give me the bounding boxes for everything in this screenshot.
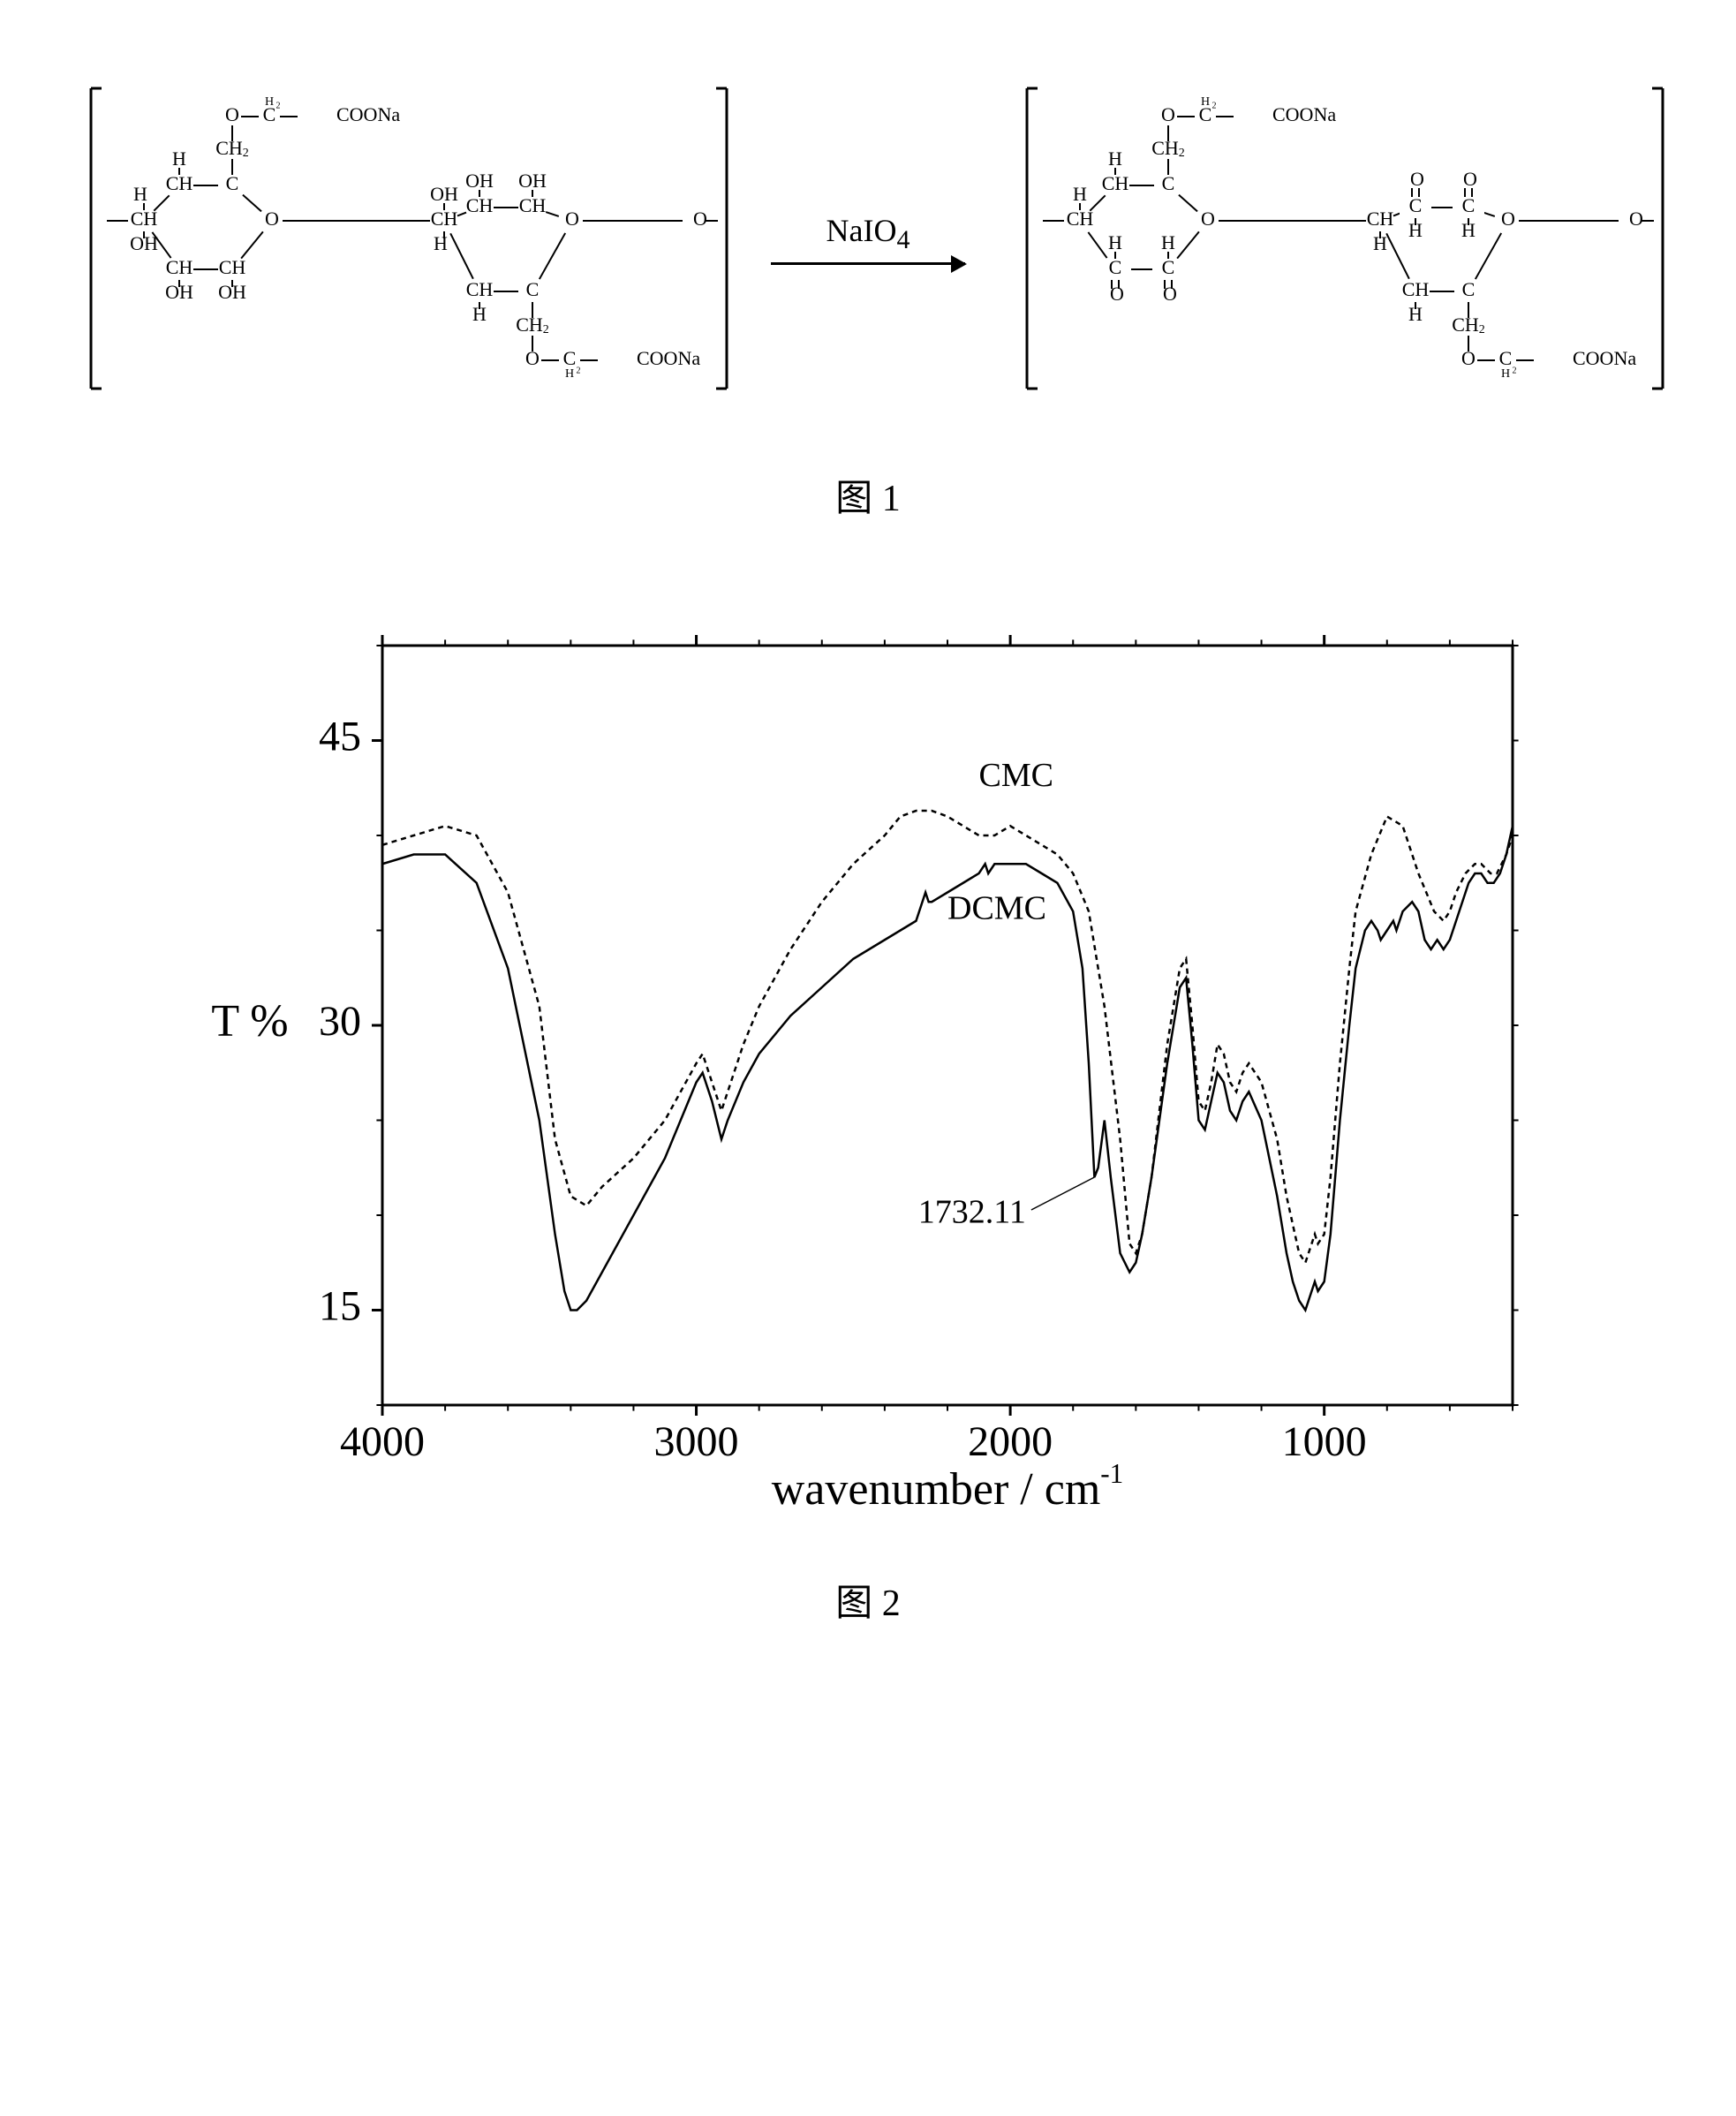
svg-text:CH: CH bbox=[1367, 208, 1394, 230]
svg-text:O: O bbox=[1410, 168, 1424, 190]
svg-text:O: O bbox=[265, 208, 279, 230]
svg-text:C: C bbox=[226, 172, 239, 194]
svg-text:C: C bbox=[526, 278, 540, 300]
reaction-arrow-block: NaIO4 bbox=[771, 212, 965, 265]
svg-text:C: C bbox=[1109, 256, 1122, 278]
svg-text:45: 45 bbox=[319, 714, 361, 760]
svg-text:4000: 4000 bbox=[340, 1418, 425, 1465]
svg-text:CH: CH bbox=[1102, 172, 1129, 194]
svg-text:COONa: COONa bbox=[336, 103, 400, 125]
svg-text:O: O bbox=[565, 208, 579, 230]
svg-text:CH2: CH2 bbox=[1151, 137, 1185, 160]
svg-text:O: O bbox=[1201, 208, 1215, 230]
svg-text:CH: CH bbox=[466, 194, 494, 216]
svg-text:OH: OH bbox=[465, 170, 494, 192]
reagent-label: NaIO4 bbox=[826, 212, 910, 255]
svg-text:C: C bbox=[1499, 347, 1513, 369]
svg-text:O: O bbox=[1463, 168, 1477, 190]
svg-text:2: 2 bbox=[276, 101, 281, 110]
svg-text:C: C bbox=[1162, 256, 1175, 278]
svg-text:C: C bbox=[1162, 172, 1175, 194]
svg-text:CH: CH bbox=[1067, 208, 1094, 230]
svg-text:C: C bbox=[1462, 278, 1476, 300]
svg-text:2: 2 bbox=[577, 366, 581, 375]
figure-2: 15 30 45 4000 3000 2000 1000 T % wavenumber / cm… bbox=[35, 593, 1701, 1627]
svg-text:3000: 3000 bbox=[654, 1418, 739, 1465]
reagent-text: NaIO bbox=[826, 213, 897, 248]
svg-text:CMC: CMC bbox=[979, 757, 1053, 794]
svg-text:H: H bbox=[1073, 183, 1087, 205]
ir-spectrum-chart: 15 30 45 4000 3000 2000 1000 T % wavenumber / cm… bbox=[153, 593, 1583, 1546]
svg-text:H: H bbox=[1108, 231, 1122, 253]
svg-text:O: O bbox=[1161, 103, 1175, 125]
svg-text:O: O bbox=[1501, 208, 1515, 230]
reactant-molecule: OCH2COONaCH2CHCHCOCHCHHOHOHOHHOCH2COONaC… bbox=[64, 53, 736, 424]
svg-text:CH: CH bbox=[131, 208, 158, 230]
product-molecule: OCH2COONaCH2CHCHCOCHCHOCHOCHHHOCH2COONaC… bbox=[1000, 53, 1672, 424]
svg-text:2: 2 bbox=[1513, 366, 1517, 375]
svg-text:2: 2 bbox=[1212, 101, 1217, 110]
svg-text:T %: T % bbox=[211, 996, 288, 1047]
svg-text:15: 15 bbox=[319, 1283, 361, 1330]
svg-text:CH: CH bbox=[219, 256, 246, 278]
svg-text:H: H bbox=[434, 232, 448, 254]
svg-text:H: H bbox=[1161, 231, 1175, 253]
svg-text:COONa: COONa bbox=[637, 347, 700, 369]
svg-text:CH: CH bbox=[1402, 278, 1430, 300]
svg-text:wavenumber / cm-1: wavenumber / cm-1 bbox=[772, 1458, 1124, 1515]
svg-text:1000: 1000 bbox=[1282, 1418, 1367, 1465]
svg-text:CH2: CH2 bbox=[215, 137, 249, 160]
svg-text:OH: OH bbox=[430, 183, 458, 205]
svg-text:DCMC: DCMC bbox=[947, 890, 1046, 927]
reaction-scheme: OCH2COONaCH2CHCHCOCHCHHOHOHOHHOCH2COONaC… bbox=[35, 35, 1701, 442]
svg-text:30: 30 bbox=[319, 998, 361, 1045]
svg-text:CH: CH bbox=[431, 208, 458, 230]
svg-text:2000: 2000 bbox=[968, 1418, 1053, 1465]
svg-text:O: O bbox=[225, 103, 239, 125]
svg-text:CH: CH bbox=[166, 172, 193, 194]
figure-1: OCH2COONaCH2CHCHCOCHCHHOHOHOHHOCH2COONaC… bbox=[35, 35, 1701, 522]
svg-text:O: O bbox=[1629, 208, 1643, 230]
svg-text:C: C bbox=[1462, 194, 1476, 216]
svg-text:H: H bbox=[133, 183, 147, 205]
reaction-arrow bbox=[771, 262, 965, 265]
svg-text:1732.11: 1732.11 bbox=[918, 1194, 1026, 1231]
svg-text:CH: CH bbox=[466, 278, 494, 300]
svg-text:OH: OH bbox=[518, 170, 547, 192]
svg-text:C: C bbox=[563, 347, 577, 369]
svg-text:CH: CH bbox=[519, 194, 547, 216]
svg-text:H: H bbox=[1201, 95, 1210, 109]
svg-text:H: H bbox=[265, 95, 274, 109]
svg-text:H: H bbox=[172, 147, 186, 170]
svg-text:COONa: COONa bbox=[1272, 103, 1336, 125]
figure-1-caption: 图 1 bbox=[35, 468, 1701, 522]
svg-text:COONa: COONa bbox=[1573, 347, 1636, 369]
reagent-sub: 4 bbox=[896, 225, 910, 254]
svg-text:H: H bbox=[565, 367, 574, 381]
figure-2-caption: 图 2 bbox=[35, 1573, 1701, 1627]
svg-text:C: C bbox=[1409, 194, 1423, 216]
svg-text:CH: CH bbox=[166, 256, 193, 278]
svg-text:H: H bbox=[1108, 147, 1122, 170]
svg-text:O: O bbox=[693, 208, 707, 230]
svg-text:H: H bbox=[1501, 367, 1510, 381]
